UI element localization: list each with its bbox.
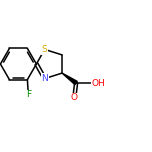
Text: F: F: [26, 90, 31, 99]
Text: N: N: [41, 74, 48, 83]
Polygon shape: [62, 73, 77, 85]
Text: OH: OH: [91, 79, 105, 88]
Text: O: O: [71, 93, 78, 102]
Text: S: S: [42, 45, 48, 54]
